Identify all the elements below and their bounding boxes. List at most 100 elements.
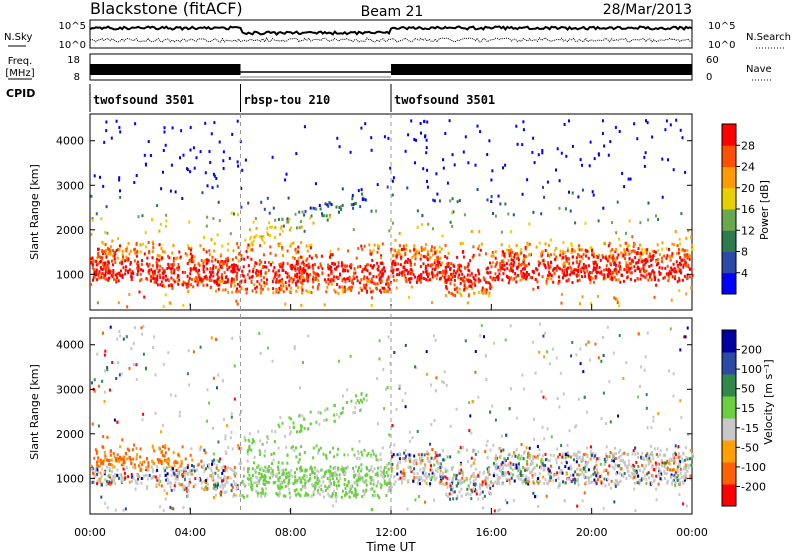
scatter-cell (597, 270, 600, 274)
scatter-cell (438, 199, 441, 203)
scatter-cell (672, 453, 675, 457)
scatter-cell (444, 294, 447, 298)
scatter-cell (335, 413, 338, 416)
scatter-cell (471, 287, 474, 290)
scatter-cell (318, 423, 321, 426)
scatter-cell (482, 496, 484, 500)
scatter-cell (642, 274, 645, 278)
scatter-cell (170, 488, 173, 492)
scatter-cell (532, 467, 534, 471)
scatter-cell (423, 468, 426, 472)
scatter-cell (369, 249, 372, 253)
scatter-cell (612, 351, 615, 355)
scatter-cell (212, 475, 215, 478)
scatter-cell (198, 276, 201, 280)
scatter-cell (631, 472, 634, 476)
scatter-cell (124, 268, 127, 272)
scatter-cell (365, 483, 368, 487)
scatter-cell (261, 491, 264, 495)
scatter-cell (564, 251, 567, 254)
scatter-cell (421, 471, 424, 475)
scatter-cell (453, 163, 456, 167)
scatter-cell (248, 447, 251, 451)
scatter-cell (431, 267, 434, 271)
scatter-cell (609, 269, 612, 273)
scatter-cell (222, 479, 225, 483)
scatter-cell (208, 401, 211, 405)
scatter-cell (142, 477, 144, 481)
scatter-cell (381, 446, 384, 450)
scatter-cell (213, 462, 216, 466)
scatter-cell (652, 479, 655, 483)
scatter-cell (92, 259, 95, 263)
scatter-cell (441, 274, 444, 278)
scatter-cell (189, 248, 192, 252)
scatter-cell (672, 394, 675, 398)
scatter-cell (523, 266, 526, 270)
scatter-cell (352, 411, 355, 415)
scatter-cell (296, 260, 299, 264)
scatter-cell (290, 446, 293, 450)
colorbar-segment (722, 230, 736, 252)
scatter-cell (218, 219, 221, 223)
scatter-cell (298, 476, 301, 480)
scatter-cell (361, 400, 364, 404)
scatter-cell (466, 301, 469, 305)
scatter-cell (274, 253, 277, 257)
scatter-cell (172, 451, 175, 455)
scatter-cell (103, 249, 106, 253)
scatter-cell (278, 476, 281, 480)
scatter-cell (654, 250, 657, 254)
scatter-cell (99, 458, 102, 462)
scatter-cell (170, 468, 173, 472)
scatter-cell (506, 267, 509, 271)
scatter-cell (605, 445, 608, 449)
scatter-cell (556, 264, 559, 268)
scatter-cell (135, 174, 138, 177)
scatter-cell (405, 243, 408, 247)
scatter-cell (187, 247, 190, 250)
scatter-cell (274, 480, 277, 484)
beam-label: Beam 21 (361, 4, 424, 20)
scatter-cell (399, 263, 402, 267)
scatter-cell (219, 265, 222, 269)
scatter-cell (646, 452, 649, 456)
scatter-cell (578, 262, 581, 266)
scatter-cell (564, 459, 567, 463)
scatter-cell (452, 497, 455, 501)
scatter-cell (357, 291, 360, 295)
freq-tick-top: 18 (67, 55, 80, 66)
scatter-cell (633, 265, 636, 269)
scatter-cell (568, 119, 570, 123)
scatter-cell (517, 477, 520, 481)
scatter-cell (420, 475, 423, 479)
scatter-cell (427, 275, 429, 278)
scatter-cell (233, 473, 236, 476)
scatter-cell (419, 482, 421, 486)
scatter-cell (139, 465, 142, 469)
scatter-cell (250, 279, 253, 283)
scatter-cell (508, 278, 511, 282)
scatter-cell (298, 275, 301, 279)
scatter-cell (260, 269, 262, 273)
scatter-cell (322, 214, 325, 218)
scatter-cell (102, 241, 105, 245)
scatter-cell (90, 261, 93, 265)
scatter-cell (104, 456, 107, 460)
scatter-cell (133, 463, 136, 467)
scatter-cell (646, 472, 649, 476)
scatter-cell (224, 450, 227, 454)
scatter-cell (254, 286, 257, 290)
scatter-cell (659, 449, 662, 453)
scatter-cell (516, 267, 519, 271)
scatter-cell (370, 478, 373, 482)
scatter-cell (290, 469, 293, 473)
scatter-cell (294, 247, 297, 251)
scatter-cell (518, 466, 520, 470)
scatter-cell (473, 487, 475, 491)
scatter-cell (271, 261, 274, 265)
scatter-cell (336, 265, 338, 269)
scatter-cell (614, 125, 617, 129)
scatter-cell (224, 276, 227, 280)
scatter-cell (678, 477, 681, 481)
